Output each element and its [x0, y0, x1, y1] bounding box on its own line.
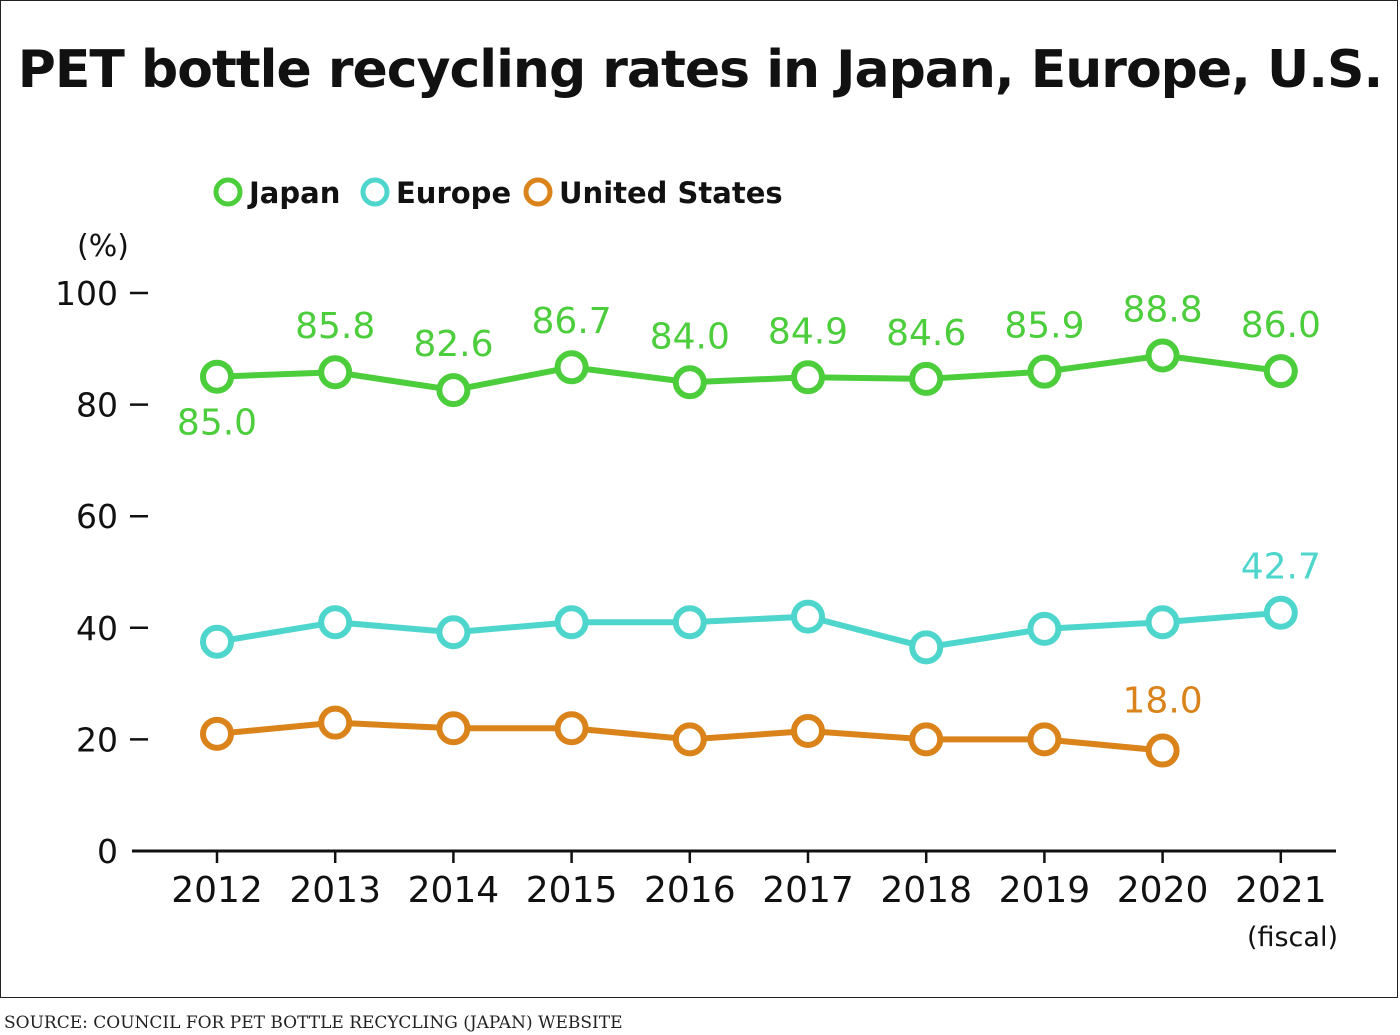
y-tick-label: 0	[97, 832, 118, 871]
legend-marker-europe	[360, 177, 390, 207]
y-tick-label: 40	[76, 609, 118, 648]
data-point-united-states	[200, 716, 234, 751]
y-tick-label: 80	[76, 386, 118, 425]
data-point-japan	[318, 355, 353, 390]
data-point-united-states	[791, 714, 825, 749]
y-axis-label: (%)	[77, 229, 129, 264]
data-label-europe: 42.7	[1241, 547, 1321, 588]
data-point-united-states	[318, 705, 353, 740]
data-point-japan	[909, 361, 944, 396]
x-tick-label: 2015	[526, 870, 618, 911]
data-point-europe	[436, 615, 471, 650]
data-label-japan: 85.8	[295, 306, 375, 347]
x-tick-label: 2013	[289, 870, 381, 911]
data-label-japan: 85.9	[1004, 306, 1084, 347]
data-label-japan: 86.7	[532, 301, 612, 342]
y-tick-label: 100	[55, 274, 118, 313]
x-tick-label: 2018	[880, 870, 972, 911]
legend-label: United States	[559, 176, 783, 210]
data-label-japan: 84.6	[886, 313, 966, 354]
data-label-japan: 85.0	[177, 403, 257, 444]
legend-label: Europe	[396, 176, 511, 210]
data-point-united-states	[436, 711, 471, 746]
y-tick-label: 20	[76, 720, 118, 759]
data-point-japan	[1027, 354, 1062, 389]
data-label-japan: 86.0	[1241, 305, 1321, 346]
data-point-japan	[200, 359, 234, 394]
x-tick-label: 2017	[762, 870, 854, 911]
chart-frame	[0, 0, 1398, 998]
data-point-united-states	[554, 711, 589, 746]
data-point-japan	[1263, 354, 1298, 389]
data-label-japan: 82.6	[413, 324, 493, 365]
data-point-united-states	[672, 722, 707, 757]
x-tick-label: 2019	[999, 870, 1091, 911]
line-chart: Japan Europe United States (%) 0 20 40 60 80 100…	[55, 176, 1338, 953]
data-point-europe	[554, 605, 589, 640]
data-point-europe	[318, 605, 353, 640]
data-point-europe	[1263, 595, 1298, 630]
data-point-japan	[791, 360, 825, 395]
data-point-europe	[909, 630, 944, 665]
series-line-europe	[216, 609, 1282, 651]
data-point-japan	[436, 373, 471, 408]
x-tick-label: 2021	[1235, 870, 1327, 911]
data-labels: 85.0 85.8 82.6 86.7 84.0 84.9 84.6 85.9 88.8 86.0…	[177, 289, 1321, 721]
x-tick-label: 2016	[644, 870, 736, 911]
data-label-united-states: 18.0	[1123, 681, 1203, 722]
x-tick-label: 2014	[408, 870, 500, 911]
series-layer	[200, 338, 1298, 768]
legend: Japan Europe United States	[213, 176, 783, 210]
data-point-japan	[1145, 338, 1180, 373]
chart-title: PET bottle recycling rates in Japan, Eur…	[17, 40, 1383, 100]
data-point-japan	[672, 365, 707, 400]
data-label-japan: 88.8	[1123, 289, 1203, 330]
legend-label: Japan	[247, 176, 340, 210]
legend-marker-japan	[213, 177, 243, 207]
x-tick-label: 2020	[1117, 870, 1209, 911]
data-point-europe	[791, 599, 825, 634]
data-point-europe	[1027, 611, 1062, 646]
data-point-europe	[200, 624, 234, 659]
data-point-united-states	[1145, 733, 1180, 768]
y-tick-label: 60	[76, 497, 118, 536]
data-point-japan	[554, 350, 589, 385]
axes: (%) 0 20 40 60 80 100 2012 2013 2014 2015 2016 2017 2…	[55, 229, 1338, 953]
data-point-united-states	[1027, 722, 1062, 757]
data-label-japan: 84.0	[650, 316, 730, 357]
data-point-europe	[1145, 605, 1180, 640]
data-label-japan: 84.9	[768, 311, 848, 352]
source-note: SOURCE: COUNCIL FOR PET BOTTLE RECYCLING…	[4, 1013, 623, 1033]
x-axis-note: (fiscal)	[1247, 922, 1338, 953]
series-line-japan	[216, 352, 1282, 394]
data-point-united-states	[909, 722, 944, 757]
data-point-europe	[672, 605, 707, 640]
legend-marker-united-states	[523, 177, 553, 207]
x-tick-label: 2012	[171, 870, 263, 911]
